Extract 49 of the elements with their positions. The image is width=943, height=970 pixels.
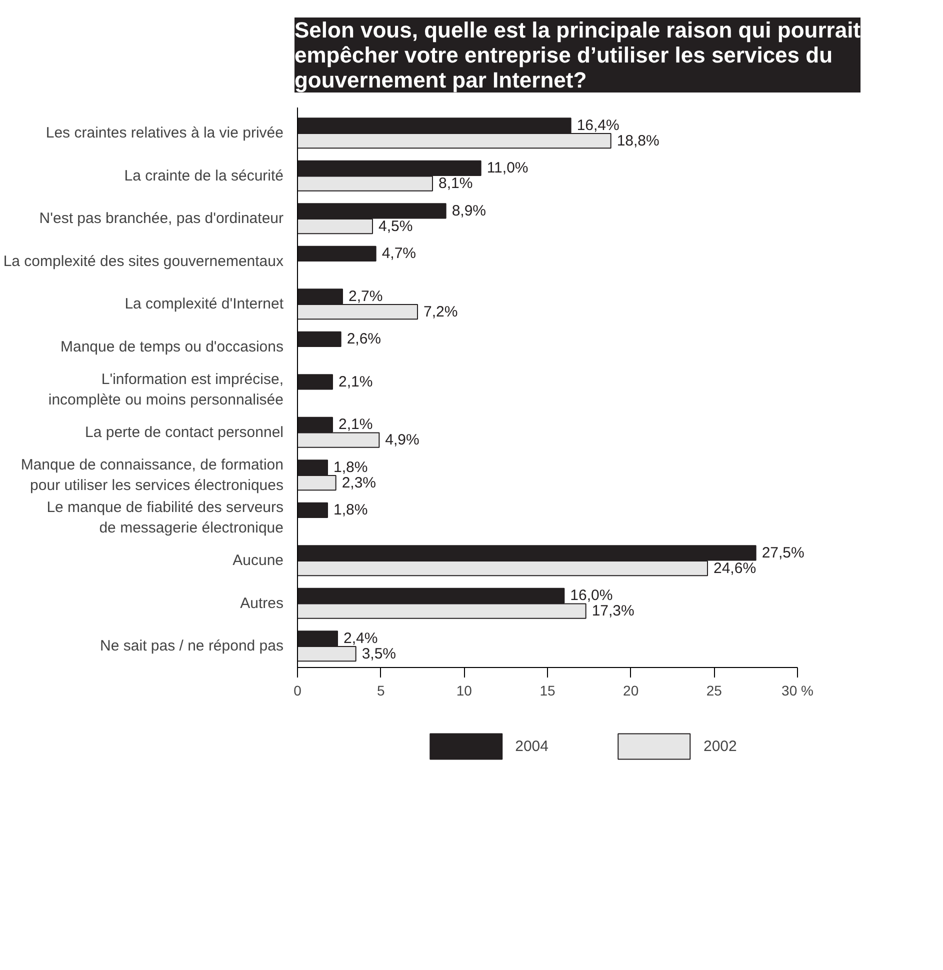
y-tick-label: La complexité d'Internet <box>124 296 284 313</box>
data-label: 24,6% <box>714 560 756 577</box>
bar <box>298 331 342 348</box>
y-tick-label: La complexité des sites gouvernementaux <box>3 252 284 270</box>
data-label: 7,2% <box>424 303 458 320</box>
data-label: 2,4% <box>344 630 378 647</box>
x-tick-label: 20 <box>623 682 639 698</box>
bar <box>298 502 328 518</box>
data-label: 1,8% <box>334 502 368 519</box>
data-label: 4,5% <box>378 218 413 235</box>
data-label: 2,1% <box>338 373 373 390</box>
y-tick-label: Ne sait pas / ne répond pas <box>100 638 284 655</box>
data-label: 4,7% <box>382 245 416 262</box>
y-tick-label: N'est pas branchée, pas d'ordinateur <box>39 210 284 228</box>
y-tick-label: La perte de contact personnel <box>85 424 284 441</box>
y-tick-label: Manque de temps ou d'occasions <box>60 338 284 356</box>
x-tick-label: 0 <box>294 682 302 698</box>
data-label: 2,6% <box>346 330 382 348</box>
y-tick-label: Manque de connaissance, de formation pour utiliser les services électroniques <box>20 456 284 494</box>
data-label: 8,1% <box>438 175 473 192</box>
bar <box>298 246 376 262</box>
data-label: 3,5% <box>362 645 396 662</box>
data-label: 4,9% <box>385 432 420 449</box>
data-label: 16,0% <box>570 587 613 604</box>
x-tick-label: 15 <box>540 682 556 698</box>
x-tick-label: 5 <box>376 682 385 698</box>
data-label: 2,7% <box>348 288 383 305</box>
data-label: 27,5% <box>762 544 804 562</box>
data-label: 18,8% <box>616 132 660 150</box>
chart-title: Selon vous, quelle est la principale raison qui pourrait empêcher votre entreprise d’utiliser les services du gouvernement par Internet? <box>294 18 862 92</box>
data-label: 11,0% <box>486 160 528 177</box>
x-tick-label: 25 <box>706 682 722 698</box>
x-tick-label: 30 % <box>782 682 814 698</box>
y-tick-label: Les craintes relatives à la vie privée <box>46 124 284 142</box>
bar <box>298 374 333 390</box>
data-label: 17,3% <box>592 602 634 620</box>
data-label: 2,1% <box>338 416 373 434</box>
data-label: 2,3% <box>342 474 376 492</box>
y-tick-label: Autres <box>240 594 284 612</box>
legend-label: 2004 <box>515 738 548 754</box>
data-label: 8,9% <box>452 202 486 220</box>
y-tick-label: Le manque de fiabilité des serveurs de messagerie électronique <box>46 499 284 537</box>
data-label: 1,8% <box>334 458 368 476</box>
y-tick-label: La crainte de la sécurité <box>124 167 284 184</box>
y-tick-label: L'information est imprécise, incomplète ou moins personnalisée <box>48 370 284 408</box>
legend-label: 2002 <box>704 738 737 754</box>
data-label: 16,4% <box>576 116 620 134</box>
y-tick-label: Aucune <box>232 552 284 570</box>
x-tick-label: 10 <box>456 682 472 698</box>
